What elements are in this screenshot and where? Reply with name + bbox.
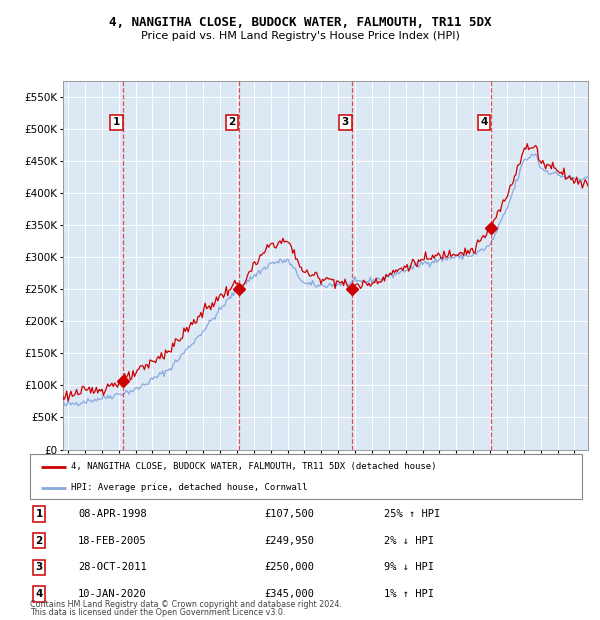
Text: 9% ↓ HPI: 9% ↓ HPI: [384, 562, 434, 572]
Text: 18-FEB-2005: 18-FEB-2005: [78, 536, 147, 546]
Text: 1: 1: [35, 509, 43, 519]
Text: This data is licensed under the Open Government Licence v3.0.: This data is licensed under the Open Gov…: [30, 608, 286, 617]
Text: 3: 3: [35, 562, 43, 572]
Text: £250,000: £250,000: [264, 562, 314, 572]
Text: 4: 4: [480, 117, 488, 127]
Text: Contains HM Land Registry data © Crown copyright and database right 2024.: Contains HM Land Registry data © Crown c…: [30, 600, 342, 609]
Text: 2: 2: [35, 536, 43, 546]
Text: 3: 3: [342, 117, 349, 127]
Text: 25% ↑ HPI: 25% ↑ HPI: [384, 509, 440, 519]
Text: 2% ↓ HPI: 2% ↓ HPI: [384, 536, 434, 546]
Text: 4: 4: [35, 589, 43, 599]
Text: £249,950: £249,950: [264, 536, 314, 546]
Text: 4, NANGITHA CLOSE, BUDOCK WATER, FALMOUTH, TR11 5DX: 4, NANGITHA CLOSE, BUDOCK WATER, FALMOUT…: [109, 16, 491, 29]
Text: £345,000: £345,000: [264, 589, 314, 599]
Text: 28-OCT-2011: 28-OCT-2011: [78, 562, 147, 572]
Text: 1% ↑ HPI: 1% ↑ HPI: [384, 589, 434, 599]
Text: £107,500: £107,500: [264, 509, 314, 519]
Text: 1: 1: [113, 117, 120, 127]
FancyBboxPatch shape: [30, 454, 582, 499]
Text: 08-APR-1998: 08-APR-1998: [78, 509, 147, 519]
Text: 10-JAN-2020: 10-JAN-2020: [78, 589, 147, 599]
Text: 4, NANGITHA CLOSE, BUDOCK WATER, FALMOUTH, TR11 5DX (detached house): 4, NANGITHA CLOSE, BUDOCK WATER, FALMOUT…: [71, 463, 437, 471]
Text: Price paid vs. HM Land Registry's House Price Index (HPI): Price paid vs. HM Land Registry's House …: [140, 31, 460, 41]
Text: HPI: Average price, detached house, Cornwall: HPI: Average price, detached house, Corn…: [71, 484, 308, 492]
Text: 2: 2: [229, 117, 236, 127]
